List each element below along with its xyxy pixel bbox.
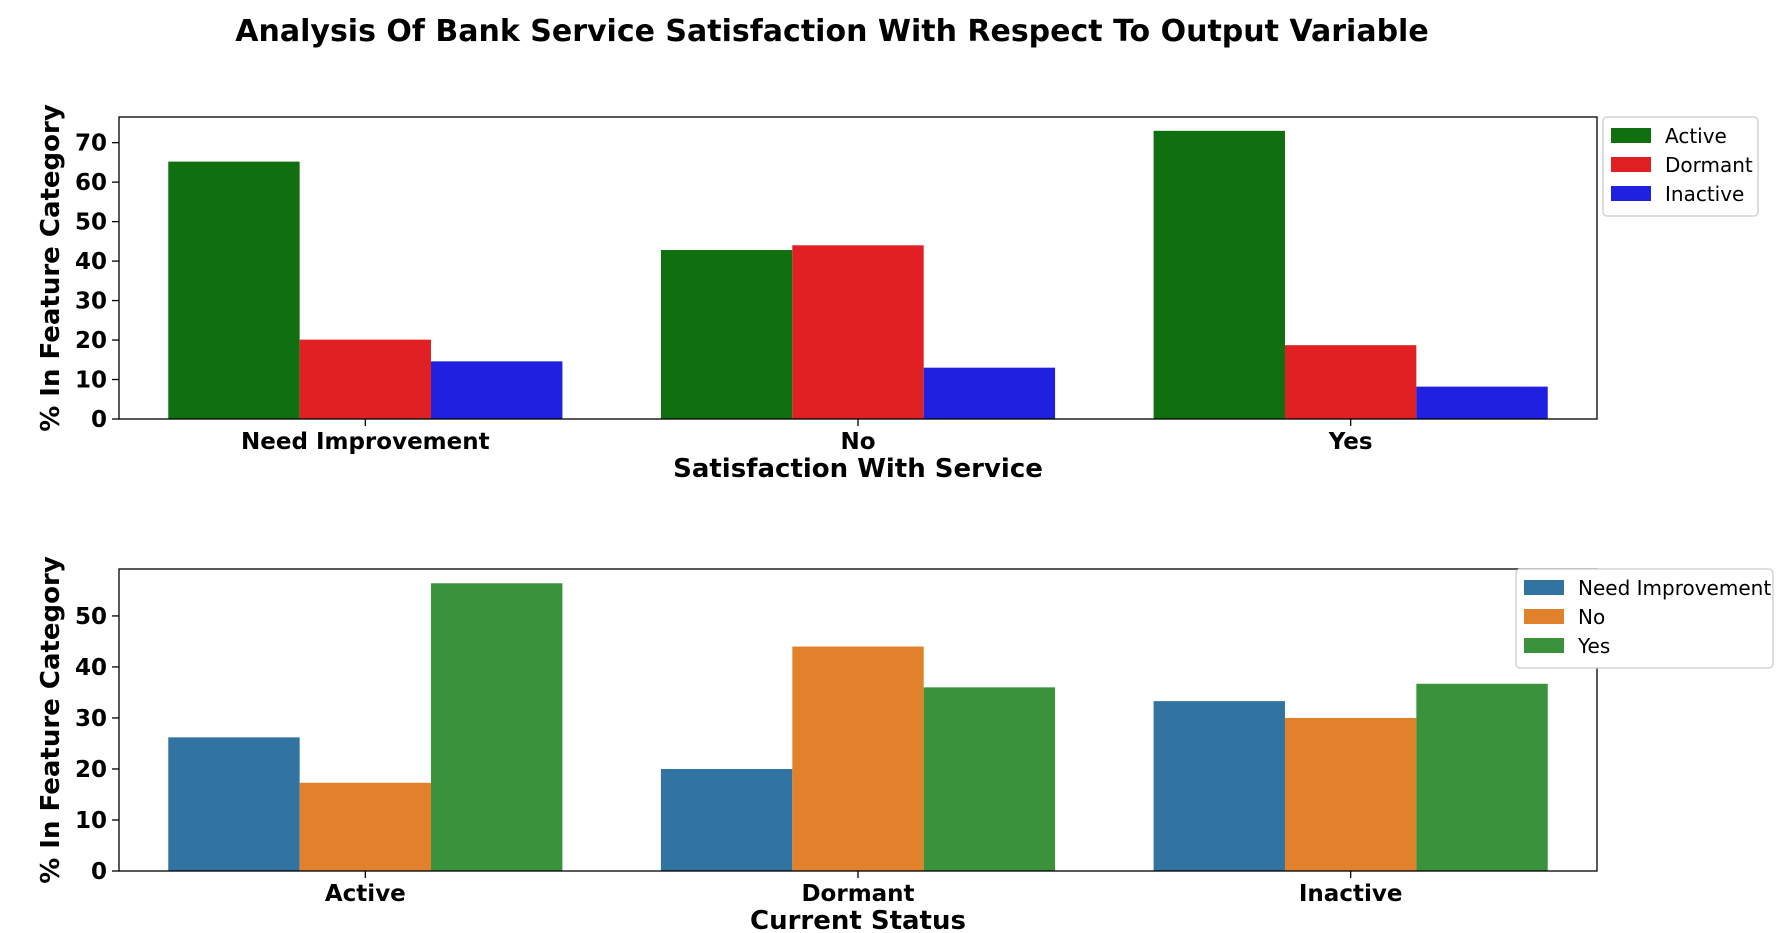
legend-label-inactive: Inactive	[1665, 182, 1744, 206]
legend-label-active: Active	[1665, 124, 1727, 148]
y-tick-label: 50	[75, 604, 107, 630]
y-tick-label: 30	[75, 289, 107, 315]
y-tick-label: 30	[75, 706, 107, 732]
x-axis-label: Satisfaction With Service	[673, 454, 1043, 484]
y-axis-label: % In Feature Category	[36, 556, 66, 884]
bar-need-improvement-inactive	[1153, 701, 1285, 872]
bar-inactive-yes	[1416, 386, 1548, 419]
y-tick-label: 20	[75, 757, 107, 783]
bar-no-inactive	[1284, 717, 1417, 871]
x-axis-label: Current Status	[750, 906, 966, 933]
x-tick-label-dormant: Dormant	[801, 881, 914, 907]
bar-active-need-improvement	[168, 161, 300, 420]
legend-swatch-need-improvement	[1524, 580, 1564, 595]
legend-swatch-dormant	[1611, 157, 1651, 172]
x-tick-label-inactive: Inactive	[1299, 881, 1403, 907]
y-axis-label: % In Feature Category	[36, 104, 66, 432]
legend-swatch-inactive	[1611, 186, 1651, 201]
legend-label-need-improvement: Need Improvement	[1578, 576, 1771, 600]
y-tick-label: 40	[75, 655, 107, 681]
bar-dormant-yes	[1284, 345, 1417, 419]
bar-inactive-no	[923, 367, 1056, 419]
x-tick-label-active: Active	[325, 881, 406, 907]
legend-label-no: No	[1578, 605, 1605, 629]
bar-yes-dormant	[923, 687, 1056, 871]
legend-swatch-active	[1611, 128, 1651, 143]
y-tick-label: 60	[75, 170, 107, 196]
bar-active-no	[660, 250, 793, 419]
bar-dormant-need-improvement	[299, 339, 432, 419]
y-tick-label: 40	[75, 249, 107, 275]
legend-label-dormant: Dormant	[1665, 153, 1753, 177]
figure-title: Analysis Of Bank Service Satisfaction Wi…	[235, 14, 1428, 49]
x-tick-label-no: No	[840, 429, 875, 455]
legend-label-yes: Yes	[1577, 634, 1610, 658]
x-tick-label-yes: Yes	[1328, 429, 1373, 455]
y-tick-label: 70	[75, 131, 107, 157]
bar-need-improvement-active	[168, 737, 300, 871]
y-tick-label: 10	[75, 368, 107, 394]
legend-box	[1515, 568, 1774, 669]
bar-yes-active	[431, 583, 563, 871]
bar-inactive-need-improvement	[431, 361, 563, 419]
bar-no-dormant	[792, 646, 924, 871]
y-tick-label: 0	[91, 859, 107, 885]
y-tick-label: 0	[91, 407, 107, 433]
bar-yes-inactive	[1416, 683, 1548, 871]
legend-swatch-no	[1524, 609, 1564, 624]
y-tick-label: 50	[75, 210, 107, 236]
x-tick-label-need-improvement: Need Improvement	[241, 429, 490, 455]
bar-no-active	[299, 782, 432, 871]
bar-dormant-no	[792, 245, 924, 419]
y-tick-label: 10	[75, 808, 107, 834]
bar-active-yes	[1153, 130, 1285, 419]
legend-swatch-yes	[1524, 638, 1564, 653]
bar-need-improvement-dormant	[660, 768, 793, 871]
y-tick-label: 20	[75, 328, 107, 354]
